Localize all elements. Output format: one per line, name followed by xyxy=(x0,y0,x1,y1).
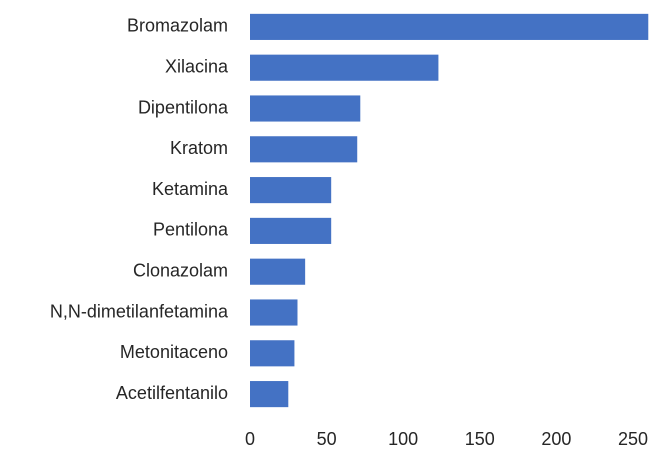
bar xyxy=(250,258,306,285)
y-tick-label: Dipentilona xyxy=(138,97,229,117)
bar xyxy=(250,299,298,326)
bar xyxy=(250,217,332,244)
x-tick-label: 0 xyxy=(245,429,255,449)
y-tick-label: Pentilona xyxy=(153,220,229,240)
bar xyxy=(250,13,649,40)
bar xyxy=(250,381,289,408)
y-tick-label: Clonazolam xyxy=(133,260,228,280)
y-tick-label: Xilacina xyxy=(165,56,229,76)
x-tick-label: 100 xyxy=(388,429,418,449)
bar xyxy=(250,54,439,81)
x-tick-label: 250 xyxy=(618,429,648,449)
x-tick-label: 50 xyxy=(317,429,337,449)
bar xyxy=(250,177,332,204)
y-tick-label: N,N-dimetilanfetamina xyxy=(50,301,229,321)
y-tick-label: Acetilfentanilo xyxy=(116,383,228,403)
x-tick-label: 150 xyxy=(465,429,495,449)
y-tick-label: Kratom xyxy=(170,138,228,158)
bar xyxy=(250,136,358,163)
y-tick-label: Ketamina xyxy=(152,179,229,199)
bar xyxy=(250,340,295,367)
x-tick-label: 200 xyxy=(541,429,571,449)
y-tick-label: Bromazolam xyxy=(127,16,228,36)
bar xyxy=(250,95,361,122)
y-tick-label: Metonitaceno xyxy=(120,342,228,362)
